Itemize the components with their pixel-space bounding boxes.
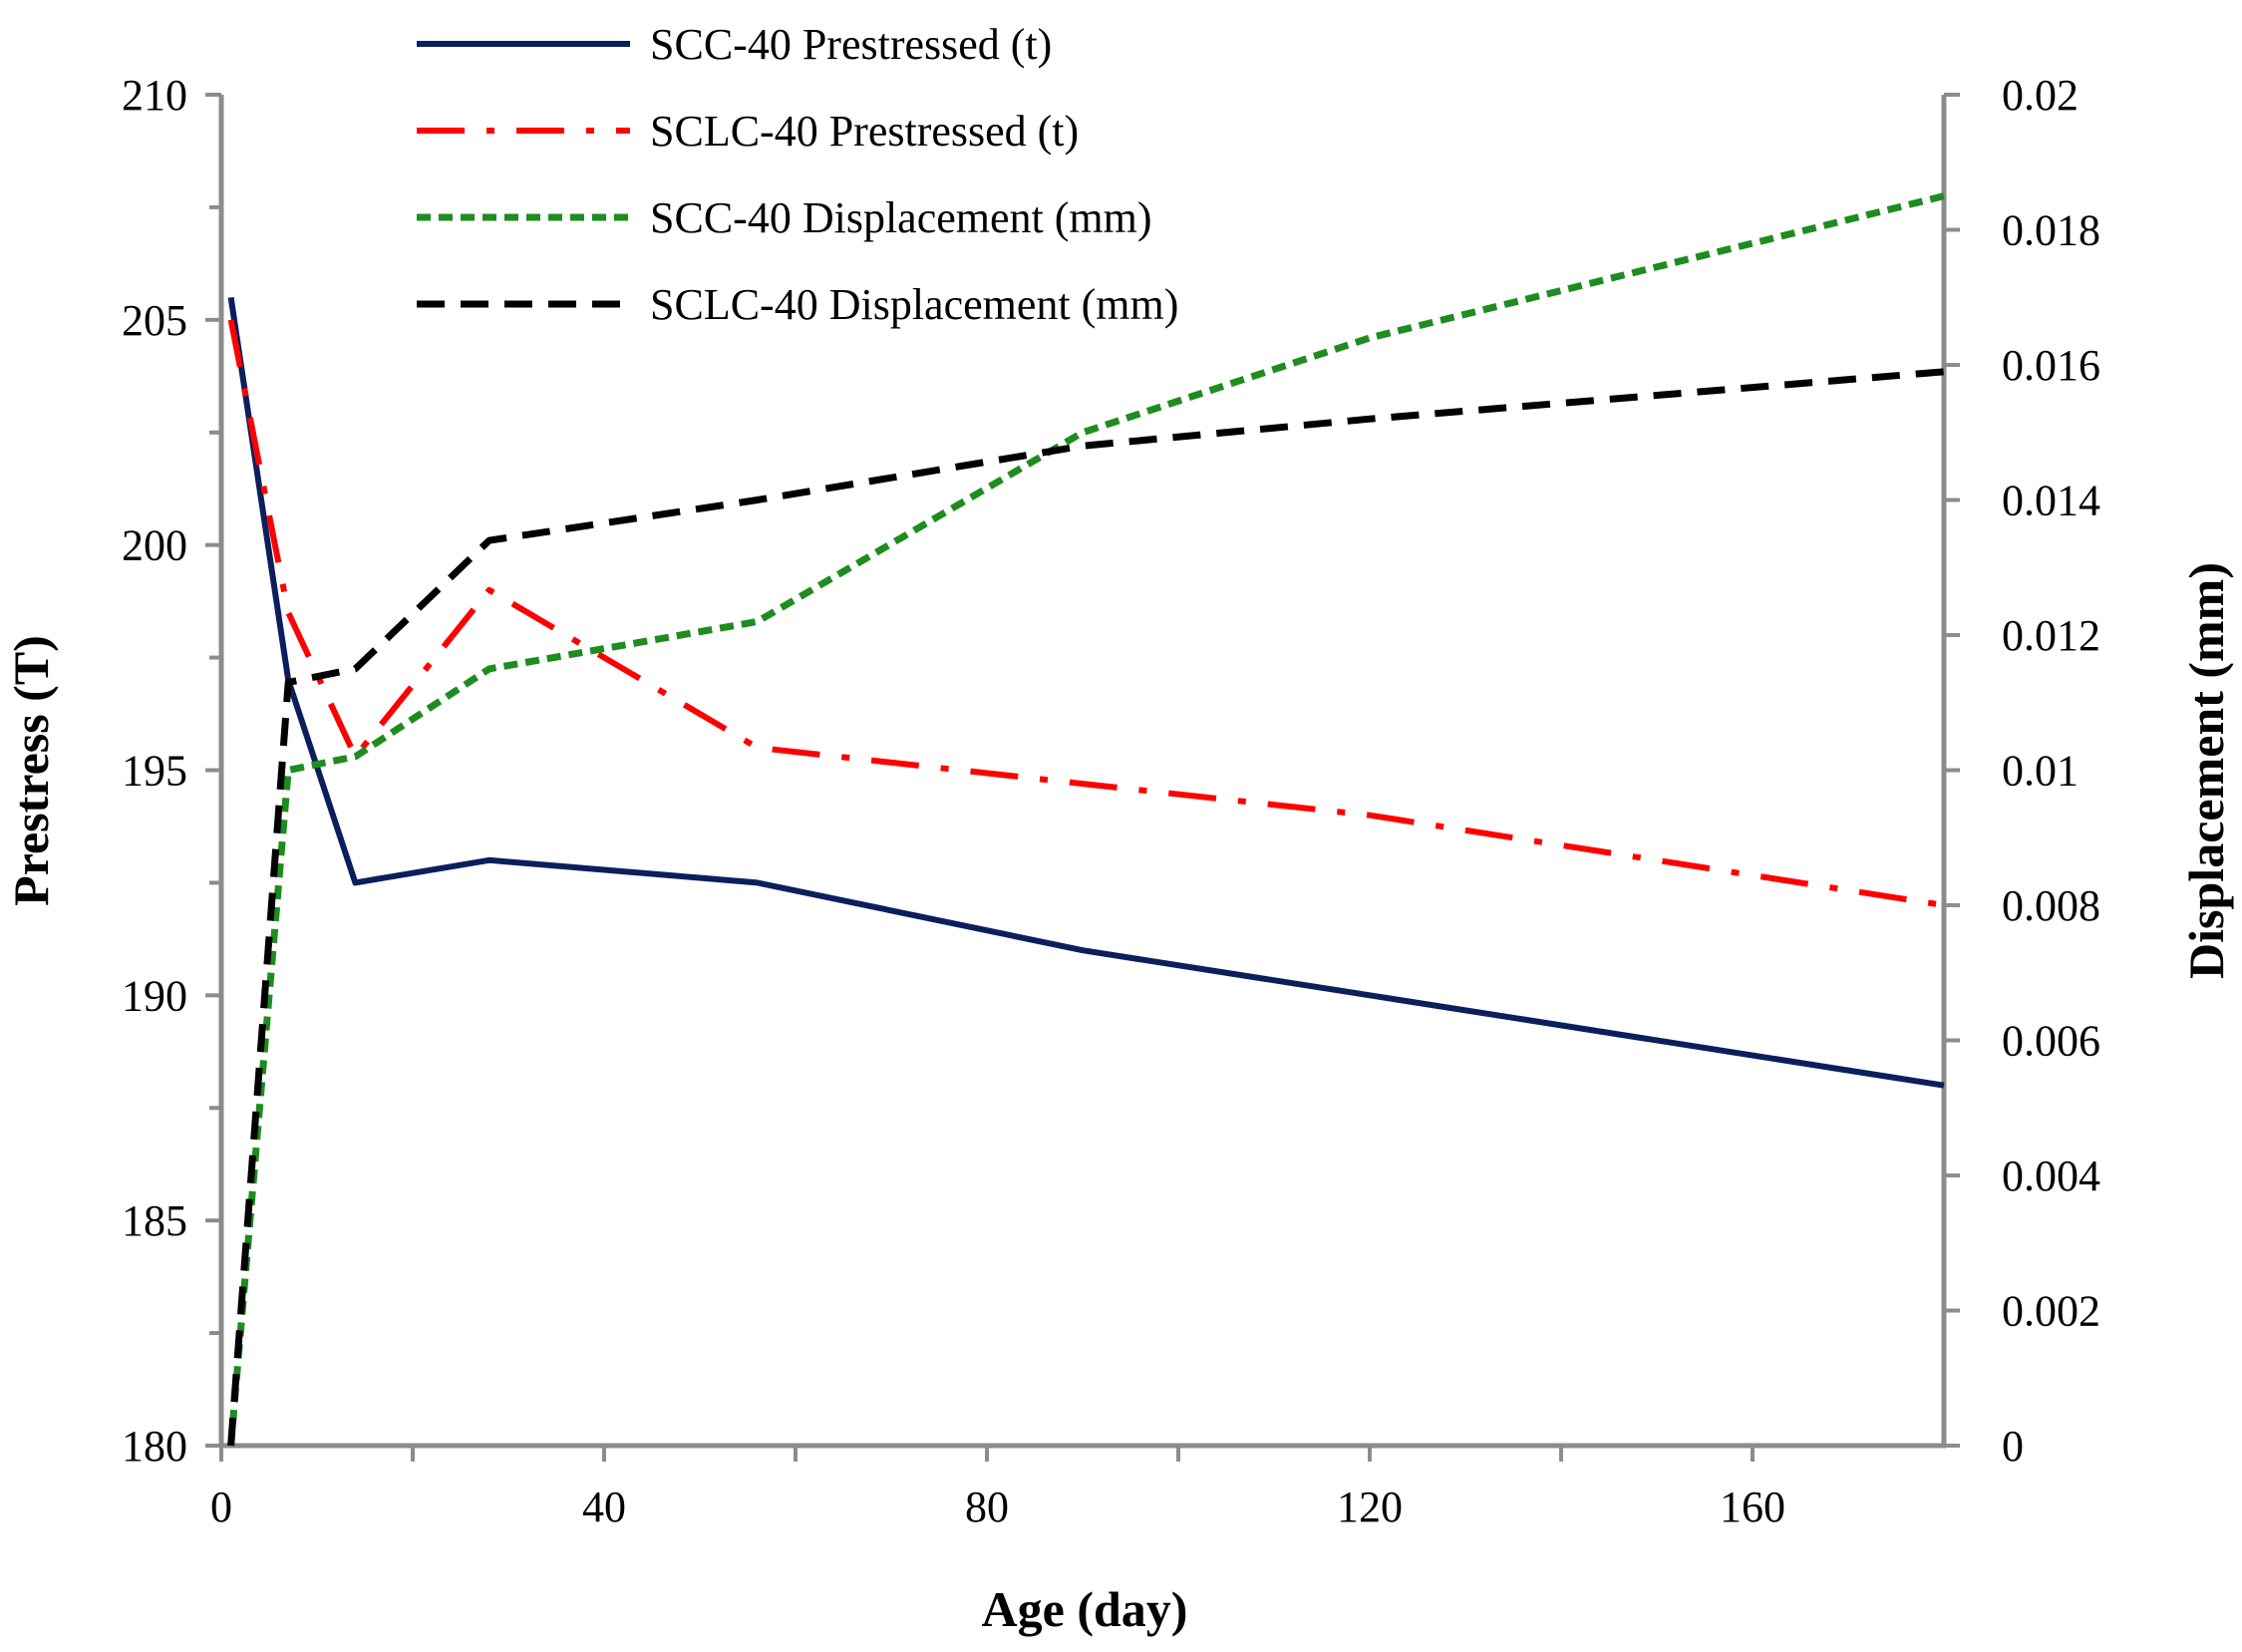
y2-tick-label: 0.002 — [2002, 1287, 2100, 1336]
x-tick-label: 80 — [965, 1483, 1009, 1531]
y-tick-label: 210 — [122, 71, 187, 120]
legend-label-3: SCLC-40 Displacement (mm) — [650, 280, 1178, 329]
y2-tick-label: 0 — [2002, 1422, 2024, 1471]
y-tick-label: 205 — [122, 296, 187, 345]
y-tick-label: 180 — [122, 1422, 187, 1471]
series-line-2 — [227, 192, 1945, 1447]
y-axis-title: Prestress (T) — [3, 635, 59, 906]
y2-tick-label: 0.018 — [2002, 206, 2100, 255]
series-line-3 — [227, 368, 1945, 1447]
legend-label-0: SCC-40 Prestressed (t) — [650, 20, 1052, 69]
y-tick-label: 200 — [122, 521, 187, 570]
x-tick-label: 0 — [210, 1483, 232, 1531]
y2-tick-label: 0.014 — [2002, 477, 2100, 525]
legend-label-2: SCC-40 Displacement (mm) — [650, 193, 1152, 242]
y2-tick-label: 0.02 — [2002, 71, 2079, 120]
y-tick-label: 185 — [122, 1196, 187, 1245]
axes: 180 185 190 195 200 205 210 0 0.002 0.004 0.006 0.0… — [122, 71, 2100, 1531]
series-line-0 — [227, 296, 1945, 1089]
y2-axis-title: Displacement (mm) — [2178, 562, 2234, 979]
x-tick-label: 120 — [1337, 1483, 1403, 1531]
y2-tick-label: 0.012 — [2002, 611, 2100, 660]
y2-tick-label: 0.004 — [2002, 1152, 2100, 1200]
y2-tick-label: 0.016 — [2002, 341, 2100, 390]
y-tick-label: 195 — [122, 747, 187, 796]
y2-tick-label: 0.01 — [2002, 747, 2079, 796]
y2-tick-label: 0.008 — [2002, 881, 2100, 930]
y-tick-label: 190 — [122, 971, 187, 1020]
y2-tick-label: 0.006 — [2002, 1017, 2100, 1066]
series-lines — [227, 192, 1945, 1447]
x-tick-label: 160 — [1720, 1483, 1785, 1531]
legend: SCC-40 Prestressed (t) SCLC-40 Prestresse… — [417, 20, 1178, 329]
x-axis-title: Age (day) — [982, 1581, 1188, 1637]
x-tick-label: 40 — [582, 1483, 626, 1531]
series-line-1 — [227, 319, 1945, 908]
legend-label-1: SCLC-40 Prestressed (t) — [650, 107, 1079, 156]
